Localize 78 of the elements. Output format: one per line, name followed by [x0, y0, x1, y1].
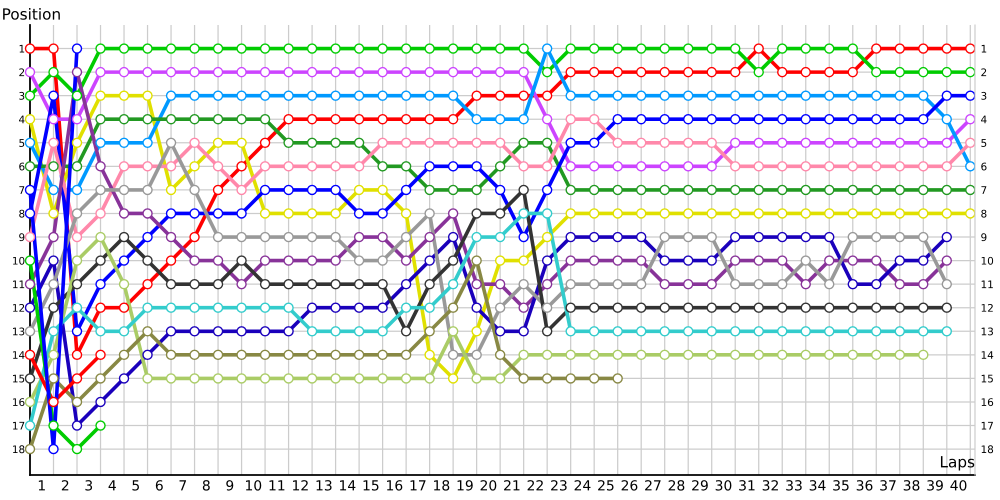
y-tick-label: 9: [19, 233, 24, 242]
y2-tick-label: 4: [981, 116, 987, 124]
y-tick-label: 8: [19, 210, 24, 218]
x-tick-label: 2: [62, 480, 68, 490]
y-tick-label: 3: [19, 92, 24, 100]
x-tick-label: 24: [574, 480, 590, 490]
x-tick-label: 33: [786, 480, 802, 491]
x-tick-label: 38: [904, 480, 920, 491]
y2-tick-label: 18: [982, 445, 994, 454]
y2-tick-label: 6: [981, 162, 987, 170]
y-tick-label: 15: [13, 374, 24, 383]
y2-tick-label: 17: [982, 422, 993, 430]
y2-tick-label: 7: [981, 186, 986, 194]
x-tick-label: 9: [226, 480, 234, 491]
x-tick-label: 35: [833, 480, 849, 491]
x-tick-label: 10: [246, 480, 262, 491]
x-tick-label: 19: [458, 480, 473, 491]
x-tick-label: 30: [716, 480, 732, 491]
x-tick-label: 3: [85, 480, 92, 491]
y2-tick-label: 5: [981, 139, 986, 147]
x-tick-label: 11: [270, 480, 284, 490]
x-tick-label: 15: [364, 480, 378, 491]
x-tick-label: 27: [645, 480, 661, 490]
y-tick-label: 16: [13, 398, 24, 406]
x-tick-label: 18: [434, 480, 450, 491]
y2-tick-label: 14: [982, 351, 994, 359]
y2-tick-label: 1: [982, 44, 986, 53]
x-tick-label: 25: [598, 480, 614, 491]
x-tick-label: 12: [293, 480, 308, 490]
y-tick-label: 17: [13, 422, 24, 430]
y-tick-label: 12: [13, 304, 24, 312]
x-tick-label: 16: [387, 480, 402, 491]
x-tick-label: 32: [762, 480, 778, 491]
y2-tick-label: 10: [982, 256, 994, 265]
y-tick-label: 1: [20, 44, 24, 53]
x-tick-label: 6: [156, 480, 163, 491]
y2-tick-label: 15: [982, 374, 993, 383]
y2-tick-label: 11: [982, 280, 993, 288]
x-axis-title: Laps: [940, 456, 974, 470]
x-tick-label: 22: [528, 480, 543, 490]
x-tick-label: 34: [810, 480, 826, 491]
y2-tick-label: 16: [982, 398, 994, 406]
y-tick-label: 10: [13, 256, 24, 265]
x-tick-label: 31: [739, 480, 755, 491]
y-tick-label: 6: [19, 162, 24, 170]
y2-tick-label: 8: [981, 210, 986, 218]
x-tick-label: 40: [950, 480, 966, 491]
y2-tick-label: 12: [982, 304, 993, 312]
y2-tick-label: 9: [981, 233, 986, 242]
x-tick-label: 1: [38, 480, 45, 490]
x-tick-label: 14: [340, 480, 356, 490]
y-tick-label: 13: [13, 328, 24, 336]
x-tick-label: 5: [132, 480, 139, 491]
x-tick-label: 4: [108, 480, 116, 490]
x-tick-label: 21: [504, 480, 520, 490]
x-tick-label: 28: [668, 480, 684, 491]
x-tick-label: 23: [551, 480, 567, 491]
y-tick-label: 5: [19, 139, 24, 147]
y2-tick-label: 3: [981, 92, 986, 100]
x-tick-label: 8: [202, 480, 210, 491]
x-tick-label: 37: [880, 480, 896, 491]
y2-tick-label: 13: [982, 328, 993, 336]
x-tick-label: 29: [692, 480, 708, 491]
y-tick-label: 11: [13, 280, 24, 288]
x-tick-label: 36: [856, 480, 872, 491]
x-tick-label: 17: [410, 480, 426, 490]
x-tick-label: 7: [180, 480, 186, 490]
x-tick-label: 39: [927, 480, 943, 491]
x-tick-label: 20: [480, 480, 496, 491]
y-tick-label: 4: [19, 116, 25, 124]
x-tick-label: 13: [316, 480, 332, 491]
y-tick-label: 14: [13, 351, 25, 359]
y-tick-label: 7: [19, 186, 24, 194]
y-tick-label: 2: [19, 68, 24, 76]
x-tick-label: 26: [622, 480, 638, 491]
y-tick-label: 18: [13, 445, 24, 454]
y-axis-title: Position: [3, 8, 60, 20]
y2-tick-label: 2: [981, 68, 986, 76]
